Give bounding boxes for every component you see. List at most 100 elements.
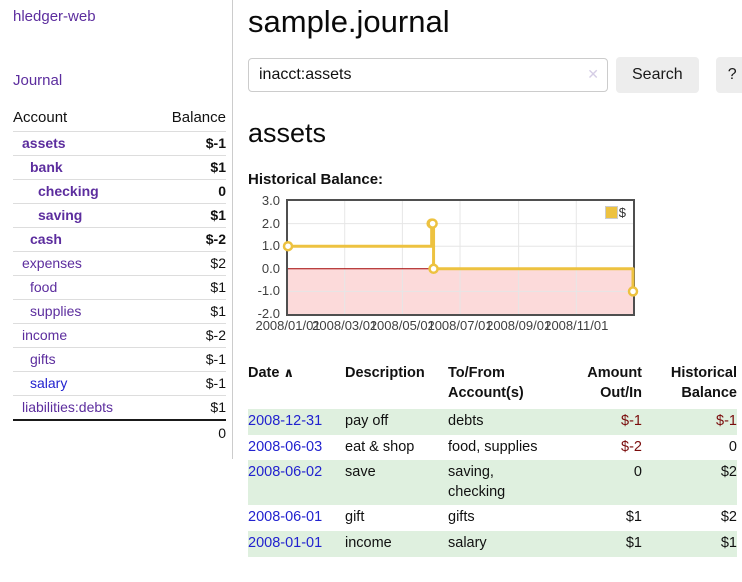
sidebar-account-link[interactable]: cash: [13, 231, 62, 247]
x-tick-label: 2008/05/01: [370, 318, 435, 333]
sidebar-account-balance: $-1: [151, 348, 226, 372]
chart-x-axis-labels: 2008/01/012008/03/012008/05/012008/07/01…: [286, 318, 635, 336]
sidebar-account-link[interactable]: expenses: [13, 255, 82, 271]
sidebar: hledger-web Journal Account Balance asse…: [0, 0, 233, 459]
register-header-description: Description: [345, 362, 448, 409]
sidebar-account-row: food $1: [13, 276, 226, 300]
sidebar-account-link[interactable]: income: [13, 327, 67, 343]
sidebar-account-row: gifts $-1: [13, 348, 226, 372]
register-date-link[interactable]: 2008-01-01: [248, 535, 322, 551]
x-tick-label: 2008/03/01: [312, 318, 377, 333]
register-row: 2008-06-02 save saving, checking 0 $2: [248, 460, 737, 505]
sidebar-account-link[interactable]: food: [13, 279, 57, 295]
legend-label: $: [619, 205, 626, 220]
chart-y-axis-labels: 3.02.01.00.0-1.0-2.0: [248, 199, 286, 336]
sidebar-account-balance: $-2: [151, 228, 226, 252]
sidebar-account-balance: $1: [151, 204, 226, 228]
accounts-total-value: 0: [151, 420, 226, 445]
search-input[interactable]: [248, 58, 608, 92]
register-header-date[interactable]: Date ∧: [248, 362, 345, 409]
historical-balance-chart: 3.02.01.00.0-1.0-2.0 $ 2008/01/012008/03…: [248, 199, 736, 336]
register-accounts: salary: [448, 531, 563, 557]
accounts-table-header: Account Balance: [13, 107, 226, 132]
sidebar-account-name-cell: bank: [13, 156, 151, 180]
accounts-rows: assets $-1 bank $1 checking 0 saving $1 …: [13, 132, 226, 421]
sidebar-account-balance: $-2: [151, 324, 226, 348]
sidebar-item-journal[interactable]: Journal: [13, 72, 232, 89]
sidebar-account-link[interactable]: assets: [13, 135, 66, 151]
sidebar-account-balance: $1: [151, 156, 226, 180]
sidebar-account-row: bank $1: [13, 156, 226, 180]
sidebar-account-link[interactable]: salary: [13, 375, 67, 391]
sidebar-account-balance: $-1: [151, 372, 226, 396]
sidebar-account-balance: $1: [151, 300, 226, 324]
register-rows: 2008-12-31 pay off debts $-1 $-1 2008-06…: [248, 409, 737, 556]
search-bar: ✕ Search ?: [248, 57, 736, 93]
accounts-total-spacer: [13, 420, 151, 445]
register-header-date-label: Date: [248, 365, 279, 381]
register-header-balance: Historical Balance: [642, 362, 737, 409]
help-button[interactable]: ?: [716, 57, 742, 93]
chart-plot-area: $: [286, 199, 635, 316]
sidebar-account-balance: $-1: [151, 132, 226, 156]
register-description: save: [345, 460, 448, 505]
legend-swatch-icon: [605, 206, 618, 219]
register-amount: $1: [563, 531, 642, 557]
sidebar-account-link[interactable]: checking: [13, 183, 99, 199]
sidebar-account-row: saving $1: [13, 204, 226, 228]
register-balance: $1: [642, 531, 737, 557]
sidebar-account-balance: $1: [151, 396, 226, 421]
sidebar-account-name-cell: checking: [13, 180, 151, 204]
sidebar-account-name-cell: saving: [13, 204, 151, 228]
register-date-link[interactable]: 2008-12-31: [248, 413, 322, 429]
chart-title: Historical Balance:: [248, 171, 736, 188]
register-description: income: [345, 531, 448, 557]
register-description: pay off: [345, 409, 448, 435]
register-table: Date ∧ Description To/From Account(s) Am…: [248, 362, 737, 557]
app: hledger-web Journal Account Balance asse…: [0, 0, 742, 557]
accounts-header-balance: Balance: [151, 107, 226, 132]
sidebar-account-name-cell: food: [13, 276, 151, 300]
sidebar-account-name-cell: cash: [13, 228, 151, 252]
sidebar-account-row: liabilities:debts $1: [13, 396, 226, 421]
register-header-accounts: To/From Account(s): [448, 362, 563, 409]
sidebar-account-name-cell: liabilities:debts: [13, 396, 151, 421]
main-content: sample.journal ✕ Search ? assets Histori…: [233, 0, 742, 557]
register-description: eat & shop: [345, 435, 448, 461]
sidebar-account-balance: $1: [151, 276, 226, 300]
register-accounts: debts: [448, 409, 563, 435]
chart-legend: $: [603, 204, 628, 221]
sidebar-account-row: salary $-1: [13, 372, 226, 396]
register-amount: $1: [563, 505, 642, 531]
accounts-total-row: 0: [13, 420, 226, 445]
clear-search-icon[interactable]: ✕: [587, 66, 599, 83]
x-tick-label: 2008/01/01: [255, 318, 320, 333]
register-header-amount: Amount Out/In: [563, 362, 642, 409]
search-button[interactable]: Search: [616, 57, 699, 93]
sidebar-account-link[interactable]: saving: [13, 207, 82, 223]
register-date-cell: 2008-12-31: [248, 409, 345, 435]
register-date-link[interactable]: 2008-06-03: [248, 439, 322, 455]
sort-ascending-icon: ∧: [283, 365, 294, 380]
y-tick-label: 1.0: [248, 238, 280, 254]
page-title: sample.journal: [248, 4, 736, 40]
register-date-link[interactable]: 2008-06-02: [248, 464, 322, 480]
register-amount: 0: [563, 460, 642, 505]
y-tick-label: 3.0: [248, 193, 280, 209]
sidebar-account-link[interactable]: liabilities:debts: [13, 399, 113, 415]
sidebar-account-link[interactable]: gifts: [13, 351, 56, 367]
sidebar-account-row: income $-2: [13, 324, 226, 348]
sidebar-account-name-cell: supplies: [13, 300, 151, 324]
x-tick-label: 2008/11/01: [544, 318, 608, 333]
register-balance: $2: [642, 505, 737, 531]
register-accounts: gifts: [448, 505, 563, 531]
register-date-cell: 2008-06-02: [248, 460, 345, 505]
x-tick-label: 2008/07/01: [427, 318, 492, 333]
y-tick-label: 2.0: [248, 216, 280, 232]
sidebar-account-link[interactable]: bank: [13, 159, 63, 175]
register-balance: $2: [642, 460, 737, 505]
sidebar-account-link[interactable]: supplies: [13, 303, 81, 319]
brand-link[interactable]: hledger-web: [13, 8, 232, 25]
register-date-link[interactable]: 2008-06-01: [248, 509, 322, 525]
accounts-header-account: Account: [13, 107, 151, 132]
